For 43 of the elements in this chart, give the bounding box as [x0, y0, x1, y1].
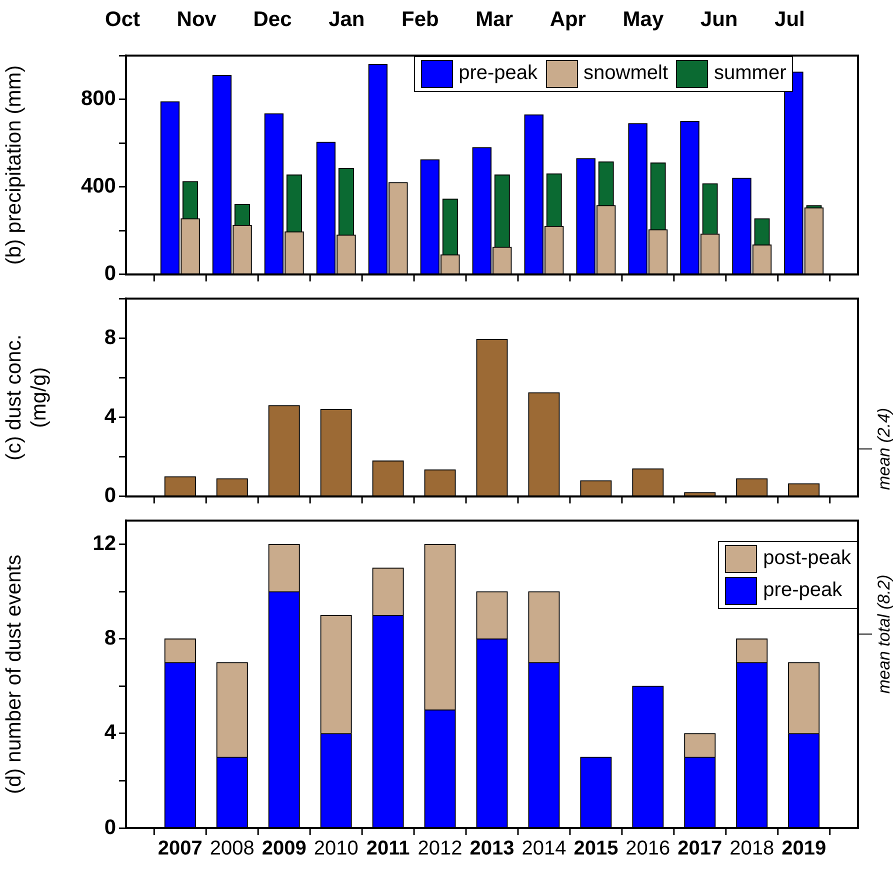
y-tick-label: 4	[104, 721, 116, 744]
text: Dec	[253, 8, 292, 33]
x-tick-label: 2010	[314, 838, 358, 860]
ref-line-label: mean (2.4)	[874, 408, 894, 490]
text: Nov	[176, 8, 216, 33]
y-tick-label: 0	[104, 484, 116, 508]
x-tick-label: 2017	[678, 838, 722, 860]
x-tick-label: 2014	[522, 838, 566, 860]
y-tick-label: 0	[104, 816, 116, 839]
text: Jan	[328, 8, 365, 33]
text: Feb	[402, 8, 439, 33]
text: Jun	[700, 8, 738, 33]
x-tick-label: 2013	[470, 838, 514, 860]
x-tick-label: 2011	[366, 838, 410, 860]
text: Mar	[476, 8, 514, 33]
text: May	[622, 8, 664, 33]
legend-label: pre-peak	[763, 579, 842, 602]
y-axis-title: (d) number of dust events	[2, 554, 26, 794]
y-tick-label: 8	[104, 326, 116, 349]
text: Jul	[774, 8, 805, 33]
y-tick-label: 8	[104, 626, 116, 650]
legend-label: summer	[714, 62, 786, 86]
text: Oct	[105, 8, 140, 33]
legend-label: snowmelt	[584, 62, 668, 86]
x-tick-label: 2018	[730, 838, 774, 860]
y-axis-title: (b) precipitation (mm)	[2, 65, 26, 265]
legend-label: post-peak	[763, 547, 851, 570]
y-tick-label: 0	[104, 262, 116, 286]
x-tick-label: 2019	[782, 838, 826, 860]
x-tick-label: 2012	[418, 838, 462, 860]
x-tick-label: 2016	[626, 838, 670, 860]
y-tick-label: 12	[92, 532, 116, 556]
x-tick-label: 2009	[262, 838, 306, 860]
x-tick-label: 2008	[210, 838, 254, 860]
x-tick-label: 2015	[574, 838, 618, 860]
y-axis-title: (c) dust conc. (mg/g)	[2, 334, 51, 461]
y-tick-label: 400	[80, 174, 116, 198]
ref-line-label: mean total (8.2)	[874, 574, 894, 694]
y-tick-label: 4	[104, 405, 116, 428]
text: Apr	[550, 8, 586, 33]
y-tick-label: 800	[80, 87, 116, 110]
legend-label: pre-peak	[458, 62, 538, 86]
x-tick-label: 2007	[158, 838, 202, 860]
